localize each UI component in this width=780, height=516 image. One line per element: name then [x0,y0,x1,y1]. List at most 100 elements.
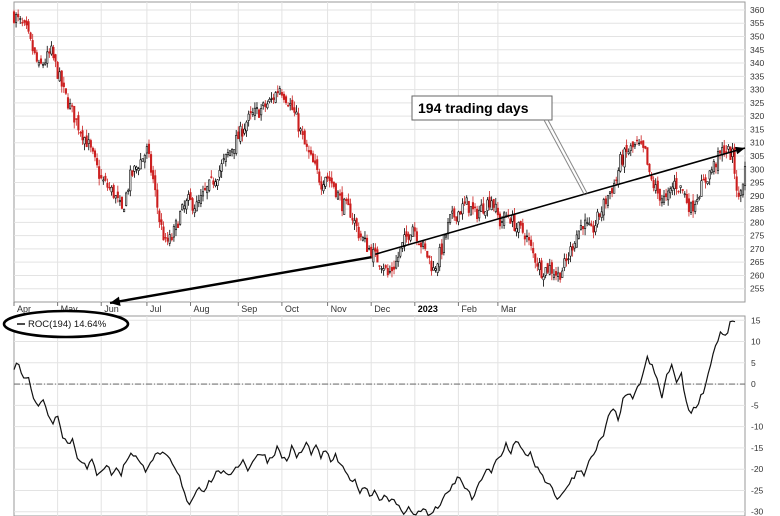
y-tick-label: 295 [750,178,764,188]
y-tick-label: 5 [751,358,756,368]
candle-body [278,88,281,95]
candle-body [231,149,234,153]
candle-body [733,147,736,174]
candle-body [484,211,487,216]
roc-line [13,320,736,516]
candle-body [266,103,269,109]
candle-body [399,248,402,257]
y-tick-label: 300 [750,164,764,174]
candle-body [723,145,726,155]
candle-body [301,131,304,135]
candle-body [368,247,371,250]
candle-body [509,218,512,224]
candle-body [27,21,30,32]
candle-body [461,203,464,215]
candle-body [565,258,568,262]
candle-body [75,118,78,120]
candle-body [598,213,601,217]
candle-body [617,170,620,185]
candle-body [401,242,404,249]
y-tick-label: -10 [751,422,764,432]
candle-body [698,197,701,199]
candle-body [191,198,194,211]
x-tick-label: Sep [241,304,257,314]
candle-body [272,97,275,100]
candle-body [185,200,188,210]
candle-body [328,176,331,182]
candle-body [444,234,448,238]
candle-body [204,187,207,191]
candle-body [251,112,254,115]
candle-body [39,58,43,64]
candle-body [31,40,34,52]
candle-body [640,141,643,144]
candle-body [322,184,325,192]
candle-body [287,104,290,107]
candle-body [291,99,294,110]
candle-body [536,263,539,267]
candle-body [338,193,342,196]
candle-body [243,128,246,134]
candle-body [434,268,437,271]
axes: Apr May Jun Jul Aug Sep Oct Nov Dec 2023 Feb Mar 255… [13,5,764,516]
candle-body [104,175,107,181]
candle-body [689,202,693,213]
candle-body [658,188,661,201]
candle-body [303,130,306,145]
candle-body [216,179,219,186]
candle-body [44,62,47,65]
candle-body [650,175,653,180]
candle-body [600,211,603,218]
candle-body [79,132,82,134]
candle-body [642,140,645,148]
candle-body [60,70,63,87]
candle-body [590,223,593,227]
candle-body [355,218,358,227]
candle-body [214,181,217,187]
x-tick-label: Aug [194,304,210,314]
candle-body [102,179,105,182]
candle-body [85,135,88,148]
candle-body [131,170,134,176]
candle-body [451,210,454,214]
candle-body [359,233,362,238]
candle-body [334,183,337,198]
y-tick-label: 350 [750,32,764,42]
candle-body [669,188,672,194]
price-grid [13,1,746,303]
candle-body [594,225,597,233]
candle-body [494,203,497,212]
candle-body [596,211,599,225]
candle-body [341,192,344,212]
y-tick-label: 275 [750,231,764,241]
candle-body [170,236,173,241]
candle-body [73,105,76,123]
x-tick-label: Jul [150,304,162,314]
candle-body [108,186,111,189]
candle-body [588,222,591,225]
candle-body [274,92,277,103]
y-tick-label: -5 [751,400,759,410]
candle-body [112,185,115,198]
candle-body [262,102,265,107]
candle-body [692,200,695,212]
candle-body [326,175,329,179]
candle-body [253,107,256,116]
candle-body [673,180,676,190]
roc-series [13,320,736,516]
candle-body [665,193,668,198]
y-tick-label: 305 [750,151,764,161]
candle-body [91,147,94,152]
candle-body [110,186,113,193]
candle-body [409,234,412,241]
candle-body [12,11,16,23]
y-tick-label: 285 [750,204,764,214]
candle-body [656,180,659,194]
candle-body [592,225,595,233]
candle-body [249,111,252,114]
candle-body [324,176,327,187]
y-tick-label: 310 [750,138,764,148]
candle-body [374,247,377,252]
candle-body [615,179,618,182]
candle-body [220,163,223,172]
